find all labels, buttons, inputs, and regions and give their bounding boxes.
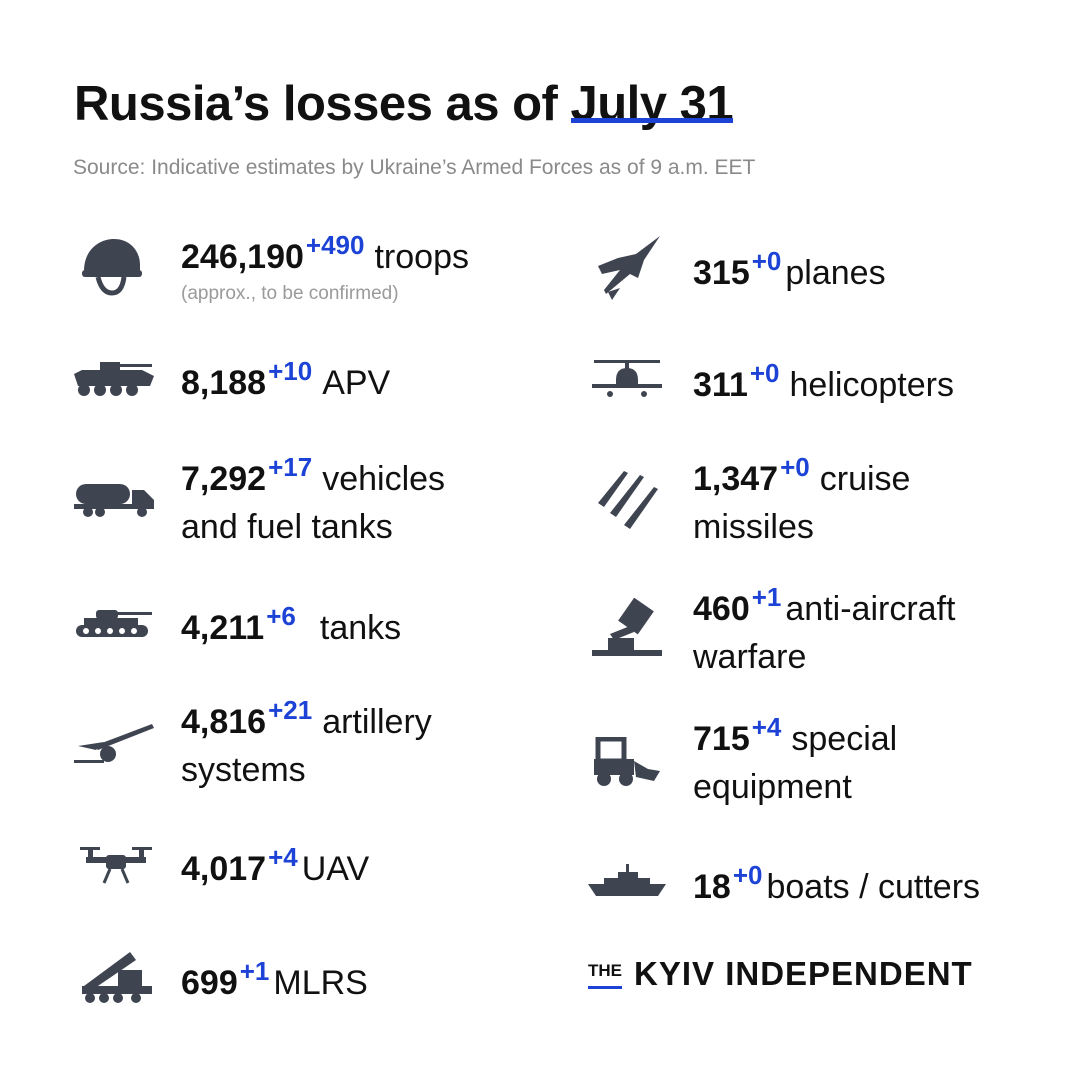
source-note: Source: Indicative estimates by Ukraine’… (73, 156, 756, 179)
mlrs-value: 699+1 MLRS (181, 956, 368, 1002)
artillery-label: artillery (322, 703, 432, 741)
missiles-label-line2: missiles (693, 508, 814, 546)
special-equipment-label-line2: equipment (693, 768, 852, 806)
vehicles-value: 7,292+17 vehicles (181, 452, 446, 498)
brand-name: KYIV INDEPENDENT (634, 955, 973, 992)
special-equipment-delta: +4 (751, 712, 782, 742)
helicopters-label: helicopters (789, 366, 954, 404)
special-equipment-value: 715+4 special (693, 712, 898, 758)
apv-delta: +10 (268, 356, 313, 386)
helicopters-delta: +0 (749, 358, 780, 388)
jet-icon (594, 234, 662, 302)
missiles-icon (594, 465, 660, 531)
planes-value: 315+0 planes (693, 246, 886, 292)
title-date: July 31 (570, 77, 734, 131)
helicopters-value: 311+0 helicopters (693, 358, 954, 404)
apv-icon (72, 360, 156, 398)
special-equipment-label: special (791, 720, 898, 758)
boats-label: boats / cutters (766, 868, 981, 906)
vehicles-label-line2: and fuel tanks (181, 508, 393, 546)
anti-aircraft-icon (590, 598, 664, 660)
apv-label: APV (322, 364, 391, 402)
artillery-label-line2: systems (181, 751, 306, 789)
artillery-icon (74, 720, 156, 764)
uav-delta: +4 (268, 842, 298, 872)
mlrs-label: MLRS (273, 964, 368, 1002)
anti-aircraft-value: 460+1 anti-aircraft (693, 582, 956, 628)
troops-note: (approx., to be confirmed) (181, 283, 399, 304)
tanks-label: tanks (319, 609, 402, 647)
mlrs-icon (74, 950, 156, 1004)
helicopter-icon (590, 358, 664, 402)
troops-value: 246,190+490 troops (181, 230, 469, 276)
page-title: Russia’s losses as of July 31 (74, 76, 734, 132)
helmet-icon (78, 235, 144, 297)
uav-label: UAV (301, 850, 370, 888)
troops-delta: +490 (305, 230, 365, 260)
brand-logo: THE KYIV INDEPENDENT (588, 955, 973, 993)
tank-icon (74, 606, 156, 640)
vehicles-delta: +17 (268, 452, 313, 482)
vehicles-label: vehicles (322, 460, 446, 498)
uav-value: 4,017+4 UAV (181, 842, 370, 888)
artillery-value: 4,816+21 artillery (181, 695, 432, 741)
artillery-delta: +21 (268, 695, 313, 725)
boats-delta: +0 (732, 860, 763, 890)
mlrs-delta: +1 (239, 956, 270, 986)
planes-delta: +0 (751, 246, 782, 276)
brand-the: THE (588, 961, 622, 989)
tanks-value: 4,211+6 tanks (181, 601, 402, 647)
anti-aircraft-delta: +1 (751, 582, 782, 612)
anti-aircraft-label-line2: warfare (693, 638, 807, 676)
loader-icon (590, 737, 662, 787)
boat-icon (586, 862, 668, 900)
title-prefix: Russia’s losses as of (74, 77, 571, 131)
tanks-delta: +6 (266, 601, 296, 631)
missiles-delta: +0 (780, 452, 810, 482)
anti-aircraft-label: anti-aircraft (785, 590, 956, 628)
troops-label: troops (374, 238, 469, 276)
apv-value: 8,188+10 APV (181, 356, 391, 402)
boats-value: 18+0 boats / cutters (693, 860, 981, 906)
drone-icon (80, 845, 152, 885)
missiles-value: 1,347+0 cruise (693, 452, 911, 498)
planes-label: planes (785, 254, 886, 292)
fuel-truck-icon (74, 480, 156, 518)
missiles-label: cruise (819, 460, 911, 498)
